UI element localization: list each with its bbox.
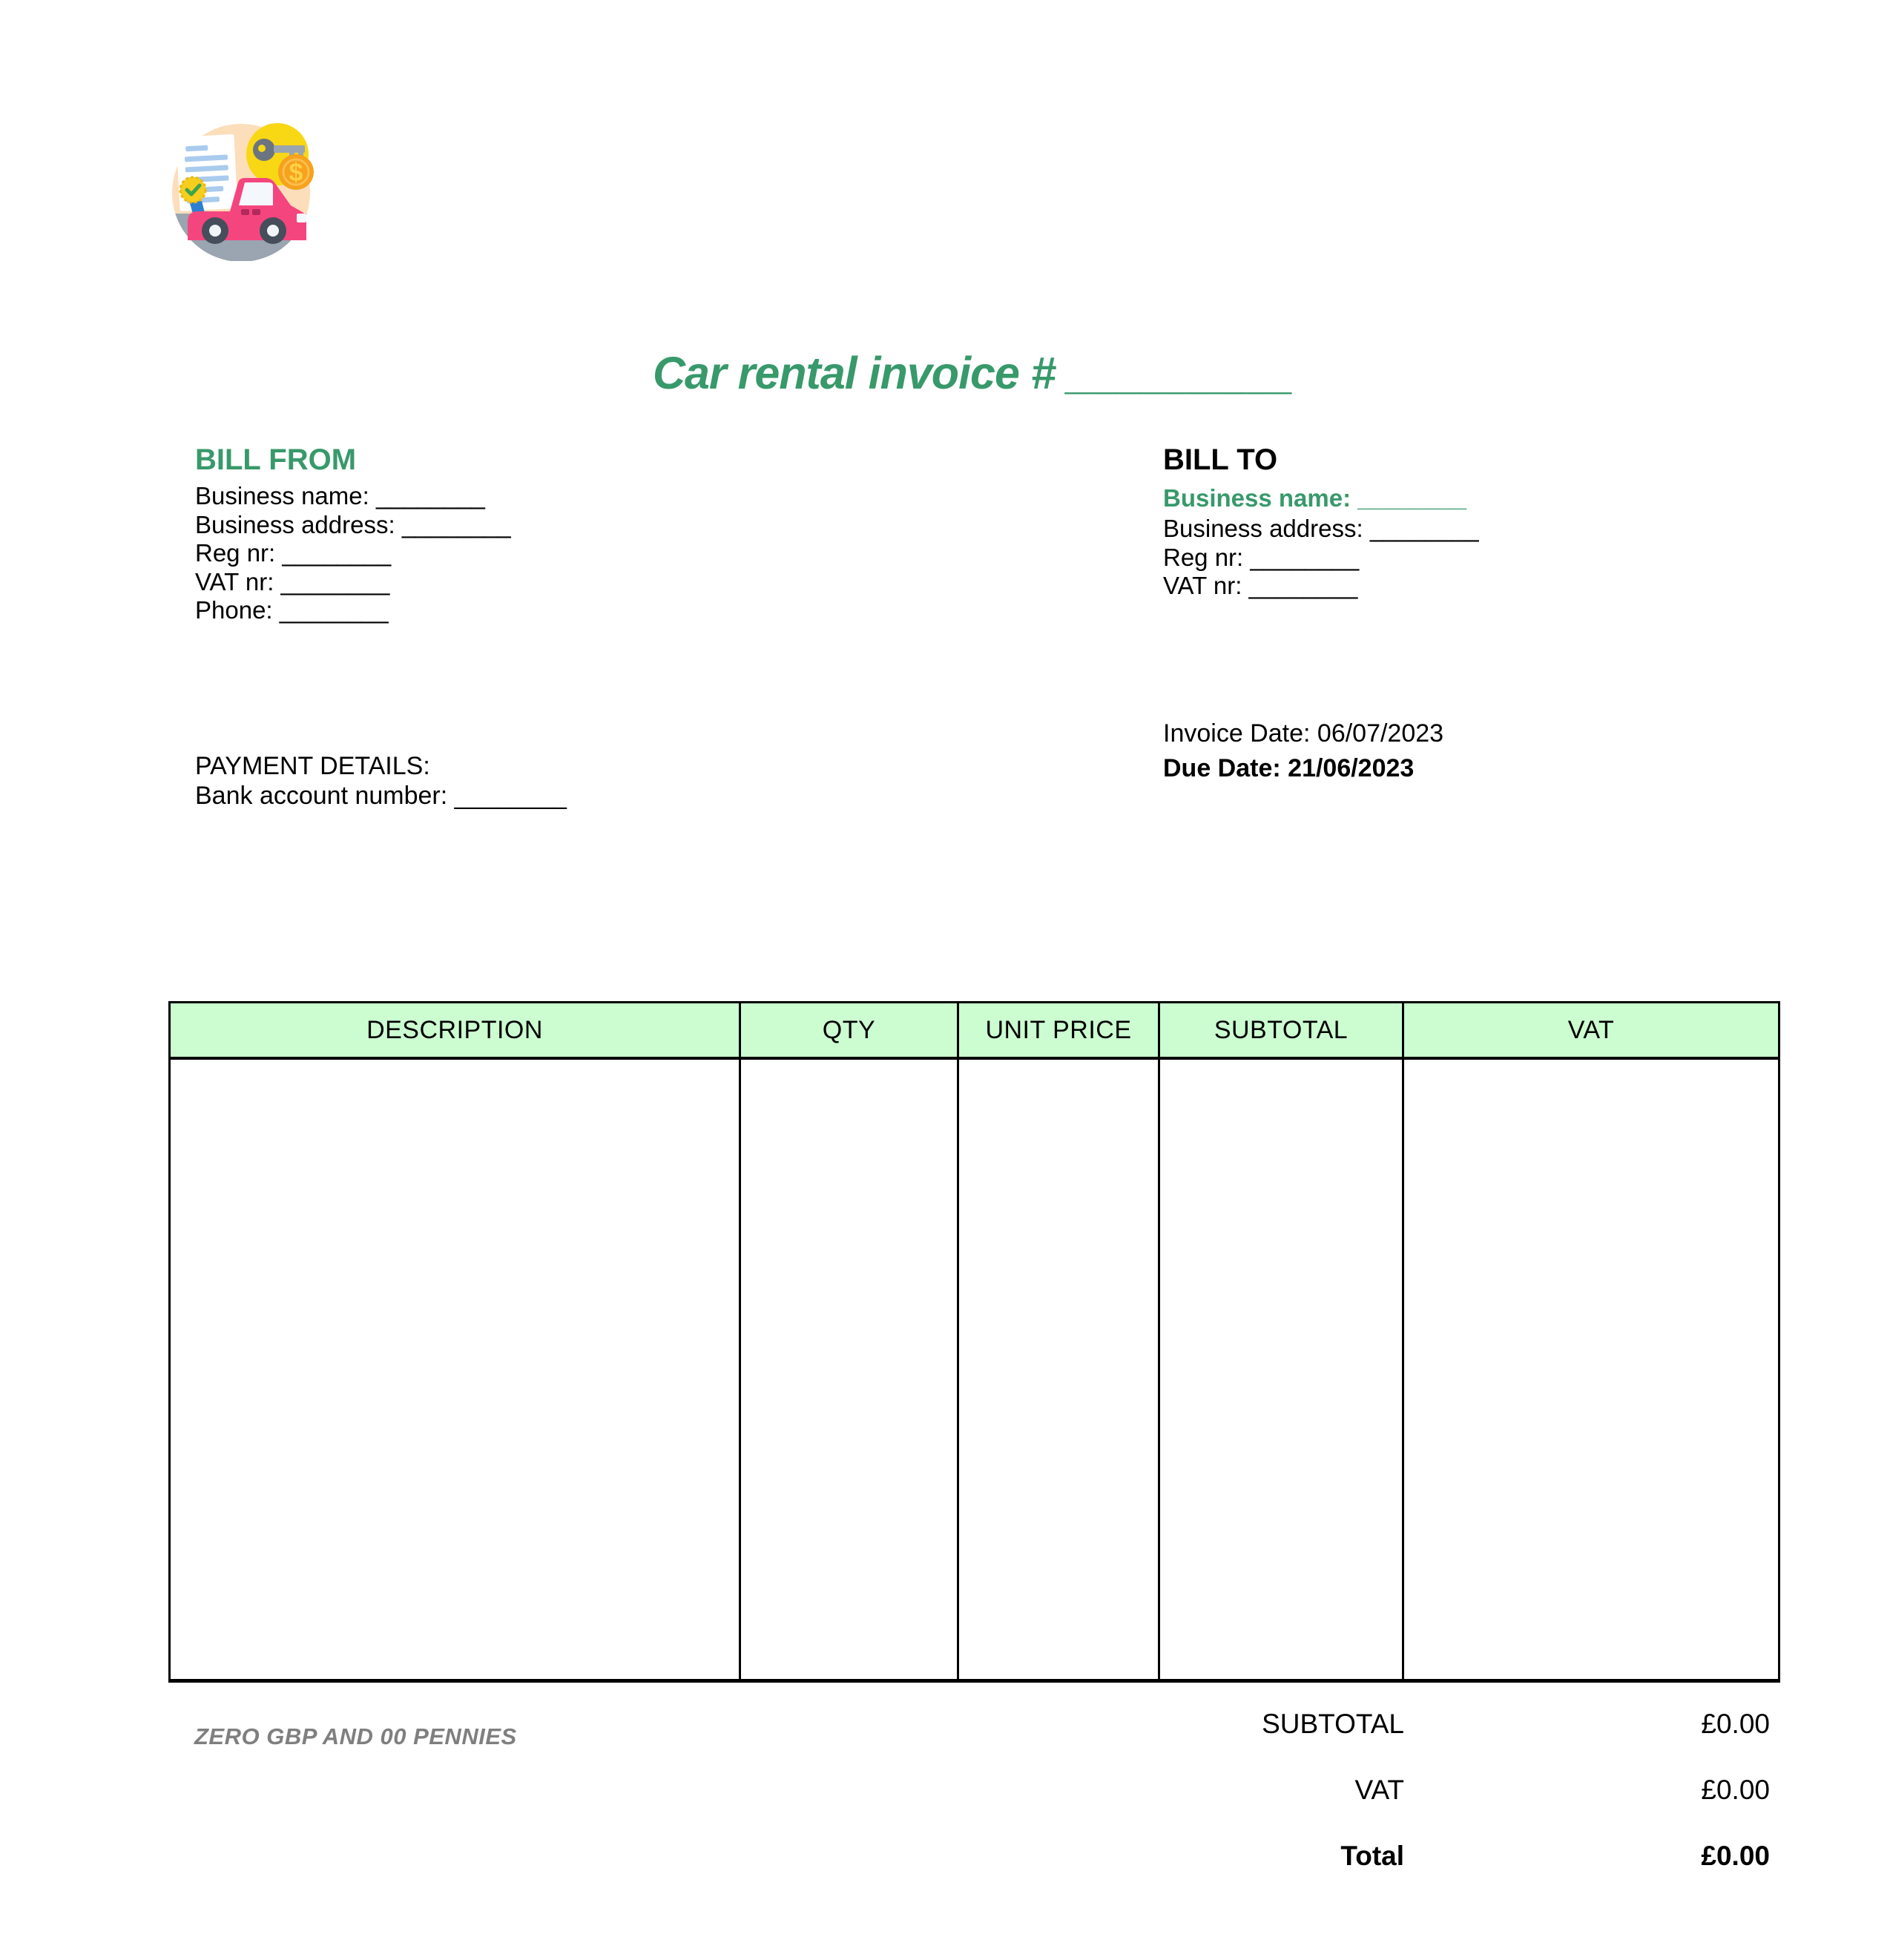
cell-subtotal[interactable] (1160, 1060, 1404, 1679)
column-header-unit-price: UNIT PRICE (959, 1003, 1160, 1057)
vat-row: VAT £0.00 (1024, 1775, 1771, 1841)
column-header-subtotal: SUBTOTAL (1160, 1003, 1404, 1057)
payment-details-section: PAYMENT DETAILS: Bank account number: __… (195, 751, 567, 811)
car-rental-logo: $ (165, 102, 323, 262)
bill-from-business-name: Business name: ________ (195, 482, 485, 509)
car-rental-logo-icon: $ (172, 123, 314, 262)
table-header-row: DESCRIPTION QTY UNIT PRICE SUBTOTAL VAT (171, 1003, 1778, 1060)
bill-from-phone: Phone: ________ (195, 596, 389, 624)
table-body-row (171, 1060, 1778, 1679)
vat-nr-blank[interactable]: ________ (280, 567, 390, 595)
column-header-vat: VAT (1567, 1015, 1615, 1044)
line-items-table: DESCRIPTION QTY UNIT PRICE SUBTOTAL VAT (168, 1001, 1780, 1683)
svg-text:$: $ (289, 159, 303, 187)
invoice-date-value: 06/07/2023 (1317, 719, 1444, 748)
column-header-description: DESCRIPTION (171, 1003, 741, 1057)
page-title-text: Car rental invoice # (652, 348, 1056, 398)
subtotal-amount: £0.00 (1701, 1709, 1770, 1739)
bank-account-line: Bank account number: ________ (195, 782, 567, 810)
invoice-date-line: Invoice Date: 06/07/2023 (1163, 719, 1444, 748)
bill-to-section: BILL TO Business name: ________ Business… (1163, 442, 1479, 601)
cell-description[interactable] (171, 1060, 741, 1679)
bill-from-section: BILL FROM Business name: ________ Busine… (195, 442, 511, 625)
total-amount: £0.00 (1701, 1841, 1770, 1871)
vat-nr-blank[interactable]: ________ (1248, 572, 1358, 599)
reg-nr-blank[interactable]: ________ (1250, 543, 1360, 571)
dates-section: Invoice Date: 06/07/2023 Due Date: 21/06… (1163, 716, 1443, 786)
business-name-blank[interactable]: ________ (375, 482, 485, 509)
bill-from-business-address: Business address: ________ (195, 510, 511, 538)
cell-vat[interactable] (1404, 1060, 1778, 1679)
car-icon (188, 178, 306, 244)
amount-in-words: ZERO GBP AND 00 PENNIES (194, 1723, 517, 1749)
bill-from-heading: BILL FROM (195, 443, 357, 476)
bill-to-vat-nr: VAT nr: ________ (1163, 572, 1358, 599)
vat-amount: £0.00 (1701, 1775, 1770, 1805)
page-title: Car rental invoice # _________ (28, 347, 1890, 399)
bill-to-business-address: Business address: ________ (1163, 515, 1479, 542)
invoice-number-blank[interactable]: _________ (1067, 348, 1294, 398)
bank-account-blank[interactable]: ________ (454, 782, 567, 810)
total-label: Total (1340, 1841, 1404, 1871)
due-date-value: 21/06/2023 (1288, 754, 1415, 782)
subtotal-row: SUBTOTAL £0.00 (1024, 1709, 1771, 1775)
coin-icon: $ (278, 154, 314, 190)
cell-unit-price[interactable] (959, 1060, 1160, 1679)
bill-to-reg-nr: Reg nr: ________ (1163, 543, 1360, 571)
totals-section: SUBTOTAL £0.00 VAT £0.00 Total £0.00 (1024, 1709, 1771, 1907)
business-address-blank[interactable]: ________ (1369, 515, 1479, 542)
due-date-line: Due Date: 21/06/2023 (1163, 754, 1415, 782)
bill-to-business-name: Business name: ________ (1163, 484, 1467, 512)
payment-details-heading: PAYMENT DETAILS: (195, 752, 430, 780)
bill-from-vat-nr: VAT nr: ________ (195, 567, 390, 595)
reg-nr-blank[interactable]: ________ (282, 539, 392, 567)
cell-qty[interactable] (741, 1060, 959, 1679)
subtotal-label: SUBTOTAL (1262, 1709, 1404, 1739)
business-address-blank[interactable]: ________ (401, 510, 511, 538)
vat-label: VAT (1354, 1775, 1404, 1805)
phone-blank[interactable]: ________ (279, 596, 389, 624)
bill-to-heading: BILL TO (1163, 443, 1278, 476)
bill-from-reg-nr: Reg nr: ________ (195, 539, 392, 567)
total-row: Total £0.00 (1024, 1841, 1771, 1907)
column-header-qty: QTY (741, 1003, 959, 1057)
business-name-blank[interactable]: ________ (1357, 484, 1467, 512)
